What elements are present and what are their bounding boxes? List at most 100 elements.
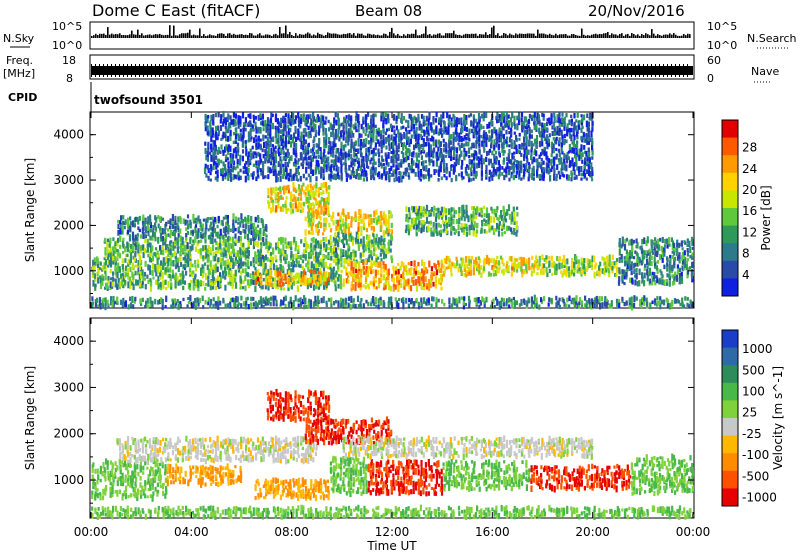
nsky-bar <box>361 33 363 38</box>
heatmap-cell <box>611 270 614 274</box>
heatmap-cell <box>656 267 659 275</box>
heatmap-cell <box>172 229 175 235</box>
heatmap-cell <box>688 304 691 308</box>
heatmap-cell <box>656 250 659 255</box>
nsky-bar <box>433 34 435 38</box>
heatmap-cell <box>555 263 558 271</box>
heatmap-cell <box>442 220 445 224</box>
heatmap-cell <box>407 172 410 176</box>
heatmap-cell <box>468 256 471 260</box>
freq-tick <box>671 64 672 77</box>
heatmap-cell <box>378 174 381 180</box>
heatmap-cell <box>277 267 280 273</box>
heatmap-cell <box>232 173 235 181</box>
heatmap-cell <box>357 124 360 128</box>
heatmap-cell <box>229 168 232 173</box>
nsky-bar <box>263 35 265 38</box>
heatmap-cell <box>104 237 107 243</box>
heatmap-cell <box>516 266 519 273</box>
heatmap-cell <box>370 244 373 249</box>
heatmap-cell <box>654 250 657 257</box>
heatmap-cell <box>249 158 252 163</box>
heatmap-cell <box>264 299 267 306</box>
heatmap-cell <box>98 297 102 302</box>
nsky-bar <box>495 35 497 38</box>
heatmap-cell <box>221 257 224 261</box>
heatmap-cell <box>159 232 163 239</box>
heatmap-cell <box>222 131 225 138</box>
heatmap-cell <box>378 277 381 284</box>
heatmap-cell <box>274 277 277 283</box>
heatmap-cell <box>225 138 228 142</box>
freq-tick <box>319 64 320 77</box>
heatmap-cell <box>415 122 418 126</box>
heatmap-cell <box>201 264 204 269</box>
heatmap-cell <box>271 122 274 129</box>
heatmap-cell <box>234 227 237 232</box>
heatmap-cell <box>96 297 99 303</box>
heatmap-cell <box>532 267 536 273</box>
heatmap-cell <box>563 270 566 276</box>
heatmap-cell <box>277 130 280 137</box>
heatmap-cell <box>287 188 290 194</box>
heatmap-cell <box>332 266 335 271</box>
heatmap-cell <box>370 136 373 141</box>
heatmap-cell <box>395 171 398 179</box>
heatmap-cell <box>393 283 396 287</box>
heatmap-cell <box>440 206 443 213</box>
heatmap-cell <box>214 113 218 118</box>
nsky-bar <box>297 35 299 38</box>
heatmap-cell <box>365 177 368 182</box>
heatmap-cell <box>185 270 188 276</box>
heatmap-cell <box>255 146 258 151</box>
heatmap-cell <box>289 282 292 286</box>
heatmap-cell <box>350 115 353 121</box>
heatmap-cell <box>220 159 223 164</box>
heatmap-cell <box>513 257 516 265</box>
heatmap-cell <box>334 272 337 278</box>
heatmap-cell <box>432 160 435 167</box>
heatmap-cell <box>175 258 178 266</box>
heatmap-cell <box>297 262 300 268</box>
heatmap-cell <box>153 251 156 257</box>
heatmap-cell <box>264 120 267 127</box>
heatmap-cell <box>271 155 274 160</box>
heatmap-cell <box>155 279 158 284</box>
heatmap-cell <box>382 125 385 133</box>
heatmap-cell <box>678 300 681 304</box>
heatmap-cell <box>235 174 238 180</box>
heatmap-cell <box>260 121 263 126</box>
heatmap-cell <box>294 150 297 157</box>
heatmap-cell <box>463 265 466 272</box>
heatmap-cell <box>408 165 411 171</box>
heatmap-cell <box>358 209 361 216</box>
heatmap-cell <box>474 256 478 264</box>
heatmap-cell <box>319 283 322 287</box>
heatmap-cell <box>112 246 115 251</box>
heatmap-cell <box>649 302 652 310</box>
heatmap-cell <box>137 243 140 250</box>
heatmap-cell <box>189 232 193 236</box>
heatmap-cell <box>91 303 94 308</box>
nsky-bar <box>141 33 143 38</box>
heatmap-cell <box>478 212 481 217</box>
heatmap-cell <box>294 158 297 164</box>
heatmap-cell <box>242 228 245 234</box>
heatmap-cell <box>240 262 243 269</box>
heatmap-cell <box>189 267 192 273</box>
heatmap-cell <box>455 256 458 261</box>
heatmap-cell <box>154 267 157 273</box>
nsky-bar <box>513 35 515 38</box>
heatmap-cell <box>309 192 312 196</box>
heatmap-cell <box>264 157 267 164</box>
heatmap-cell <box>405 279 408 287</box>
nsky-bar <box>329 33 331 38</box>
heatmap-cell <box>202 232 205 238</box>
heatmap-cell <box>133 254 136 262</box>
heatmap-cell <box>171 298 174 303</box>
heatmap-cell <box>161 228 164 235</box>
heatmap-cell <box>352 257 355 262</box>
heatmap-cell <box>212 151 215 158</box>
heatmap-cell <box>322 254 325 259</box>
heatmap-cell <box>234 241 237 246</box>
